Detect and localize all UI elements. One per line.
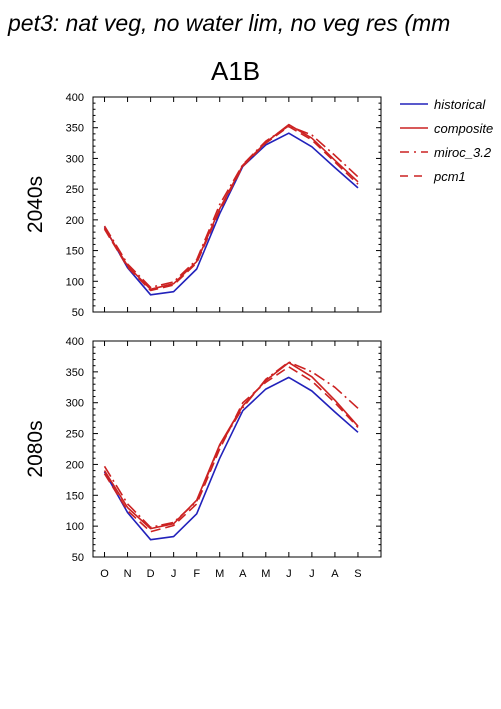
y-tick-label: 50 [72,552,84,564]
y-tick-label: 350 [66,367,84,379]
series-line-miroc_3.2 [103,361,359,529]
x-tick-label: A [239,568,247,580]
legend-label: pcm1 [433,169,466,184]
row-label: 2040s [24,176,47,233]
legend-label: composite [434,121,493,136]
series-line-historical [103,376,359,541]
series-line-miroc_3.2 [103,125,359,289]
panel-2040s: 50 100 150 200 250 300 350 400 2040s [24,92,382,319]
x-tick-label: F [193,568,200,580]
series-line-historical [103,132,359,296]
plot-frame [92,96,382,313]
x-tick-label: N [124,568,132,580]
x-tick-label: M [215,568,224,580]
series-line-pcm1 [103,125,359,292]
x-tick-label: O [100,568,109,580]
series-line-composite [103,361,359,530]
y-tick-label: 200 [66,215,84,227]
y-tick-label: 350 [66,123,84,135]
y-tick-label: 300 [66,398,84,410]
y-tick-label: 150 [66,490,84,502]
x-tick-label: J [171,568,177,580]
y-tick-label: 100 [66,521,84,533]
y-tick-label: 250 [66,429,84,441]
legend: historical composite miroc_3.2 pcm1 [400,97,493,184]
plot-frame [92,340,382,558]
y-tick-label: 150 [66,246,84,258]
series-line-composite [103,123,359,291]
scenario-title: A1B [211,56,261,86]
series-line-pcm1 [103,366,359,533]
x-tick-label: S [354,568,361,580]
y-tick-label: 250 [66,184,84,196]
y-tick-label: 200 [66,459,84,471]
y-tick-label: 100 [66,276,84,288]
y-tick-label: 300 [66,153,84,165]
y-tick-label: 400 [66,336,84,348]
x-tick-label: A [331,568,339,580]
legend-label: historical [434,97,486,112]
figure-title: pet3: nat veg, no water lim, no veg res … [8,10,451,36]
legend-label: miroc_3.2 [434,145,492,160]
y-tick-label: 50 [72,307,84,319]
y-tick-label: 400 [66,92,84,104]
x-tick-label: J [286,568,292,580]
panel-2080s: 50 100 150 200 250 300 350 400 O N D J F M A M J J A S 2080s [24,336,382,580]
row-label: 2080s [24,420,47,477]
x-tick-label: J [309,568,315,580]
x-tick-label: M [261,568,270,580]
x-tick-label: D [147,568,155,580]
